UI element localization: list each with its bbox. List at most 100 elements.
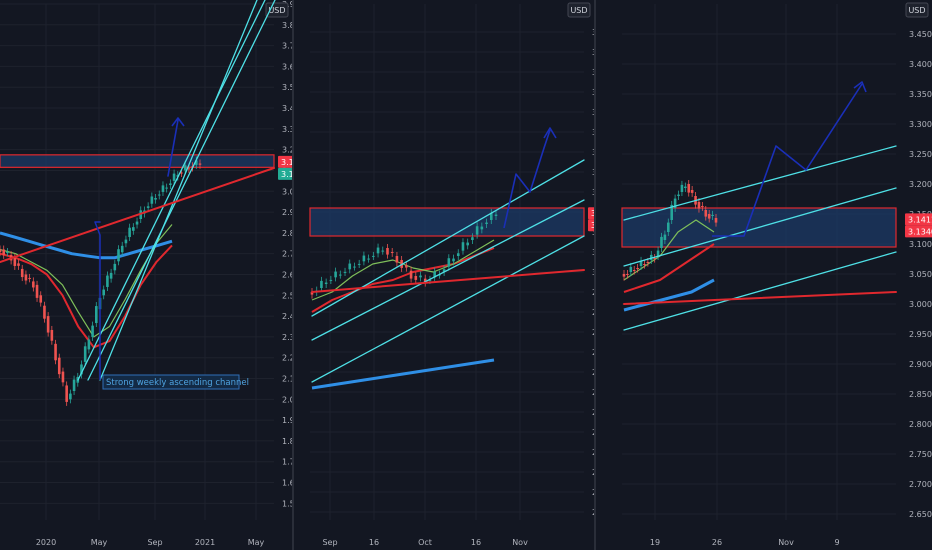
trend-line	[311, 269, 585, 293]
y-tick-label: 2.6500	[592, 408, 594, 417]
channel-line	[99, 0, 258, 381]
candle-body	[357, 263, 361, 265]
x-tick-label: 2020	[36, 538, 56, 547]
candle-body	[494, 214, 498, 216]
candle-body	[471, 237, 474, 240]
candle-body	[69, 393, 72, 400]
chart-panel-weekly[interactable]: 2020MaySep2021May3.90003.80003.70003.600…	[0, 0, 292, 550]
panel-divider[interactable]	[292, 0, 294, 550]
candle-body	[124, 239, 128, 244]
candle-body	[362, 255, 366, 262]
candle-body	[419, 275, 422, 278]
panel-divider[interactable]	[594, 0, 596, 550]
y-tick-label: 3.4500	[592, 88, 594, 97]
currency-label: USD	[570, 6, 587, 15]
candle-body	[367, 258, 370, 260]
y-tick-label: 2.7000	[909, 480, 932, 489]
currency-badge	[567, 2, 591, 18]
y-tick-label: 2.7000	[282, 250, 292, 259]
price-tag	[588, 207, 594, 220]
price-tag	[905, 225, 932, 238]
candle-body	[28, 277, 31, 279]
price-tag-label: 3.1470	[591, 209, 594, 218]
y-tick-label: 2.9000	[592, 308, 594, 317]
y-tick-label: 3.3500	[592, 128, 594, 137]
candle-body	[653, 258, 656, 259]
price-tag	[278, 155, 292, 168]
candle-body	[183, 165, 187, 171]
candle-body	[135, 221, 139, 225]
channel-line	[311, 199, 585, 341]
x-tick-label: Sep	[322, 538, 337, 547]
candle-body	[704, 210, 708, 217]
candle-body	[339, 274, 342, 276]
candle-body	[154, 197, 157, 200]
candle-body	[405, 265, 408, 268]
price-tag-label: 3.1167	[281, 170, 292, 179]
candle-body	[466, 242, 469, 246]
candle-body	[198, 163, 202, 165]
y-tick-label: 3.7000	[282, 42, 292, 51]
candle-body	[157, 194, 161, 196]
candle-body	[629, 266, 633, 272]
price-tag-label: 3.1411	[281, 158, 292, 167]
candle-body	[324, 282, 328, 284]
candle-body	[666, 222, 670, 232]
channel-line	[77, 0, 266, 381]
candle-body	[639, 260, 643, 266]
candle-body	[2, 249, 6, 255]
candle-body	[353, 266, 356, 268]
y-tick-label: 3.2000	[592, 188, 594, 197]
candle-body	[161, 185, 165, 192]
y-tick-label: 3.1000	[909, 240, 932, 249]
y-tick-label: 2.9500	[592, 288, 594, 297]
candle-body	[461, 242, 465, 251]
x-tick-label: 2021	[195, 538, 215, 547]
y-tick-label: 3.5500	[592, 48, 594, 57]
candle-body	[180, 172, 183, 174]
candle-body	[87, 339, 91, 350]
y-tick-label: 1.7000	[282, 458, 292, 467]
candle-body	[428, 279, 432, 281]
channel-line	[311, 159, 585, 317]
weekly-chart-svg[interactable]: 2020MaySep2021May3.90003.80003.70003.600…	[0, 0, 292, 550]
channel-line	[311, 235, 585, 383]
candle-body	[656, 250, 660, 256]
price-zone	[309, 207, 585, 237]
candle-body	[714, 218, 718, 223]
candle-body	[690, 190, 694, 193]
y-tick-label: 3.0000	[909, 300, 932, 309]
candle-body	[687, 184, 691, 193]
hourly-chart-svg[interactable]: 19 26 Nov 9 3.4500 3.4000 3.3500 3.3000 3.2500 3.…	[596, 0, 932, 550]
y-tick-label: 3.5000	[592, 68, 594, 77]
candle-body	[102, 289, 106, 296]
y-tick-label: 3.0000	[592, 268, 594, 277]
y-tick-label: 3.4000	[592, 108, 594, 117]
y-tick-label: 3.2500	[592, 168, 594, 177]
candle-body	[673, 198, 677, 208]
channel-line	[87, 0, 276, 381]
candle-body	[72, 379, 76, 391]
chart-panel-daily[interactable]: Sep 16 Oct 16 Nov 3.6000 3.5500 3.5000 3.4500 3.4…	[294, 0, 594, 550]
candle-body	[409, 270, 413, 279]
ma_blue-line	[311, 358, 495, 390]
candle-body	[6, 251, 9, 253]
candle-body	[636, 268, 639, 269]
candle-body	[117, 249, 120, 262]
ma_blue-line	[0, 231, 173, 260]
y-tick-label: 2.9000	[909, 360, 932, 369]
price-tag	[905, 213, 932, 226]
candle-body	[169, 183, 172, 186]
chart-panel-hourly[interactable]: 19 26 Nov 9 3.4500 3.4000 3.3500 3.3000 3.2500 3.…	[596, 0, 932, 550]
y-tick-label: 2.5500	[592, 448, 594, 457]
y-tick-label: 3.3000	[592, 148, 594, 157]
daily-chart-svg[interactable]: Sep 16 Oct 16 Nov 3.6000 3.5500 3.5000 3.4500 3.4…	[294, 0, 594, 550]
y-tick-label: 2.5000	[282, 291, 292, 300]
candle-body	[165, 187, 168, 189]
candle-body	[24, 274, 28, 281]
candle-body	[54, 343, 57, 361]
candle-body	[172, 173, 176, 181]
candle-body	[80, 364, 83, 375]
x-tick-label: May	[91, 538, 108, 547]
candle-body	[646, 262, 650, 263]
